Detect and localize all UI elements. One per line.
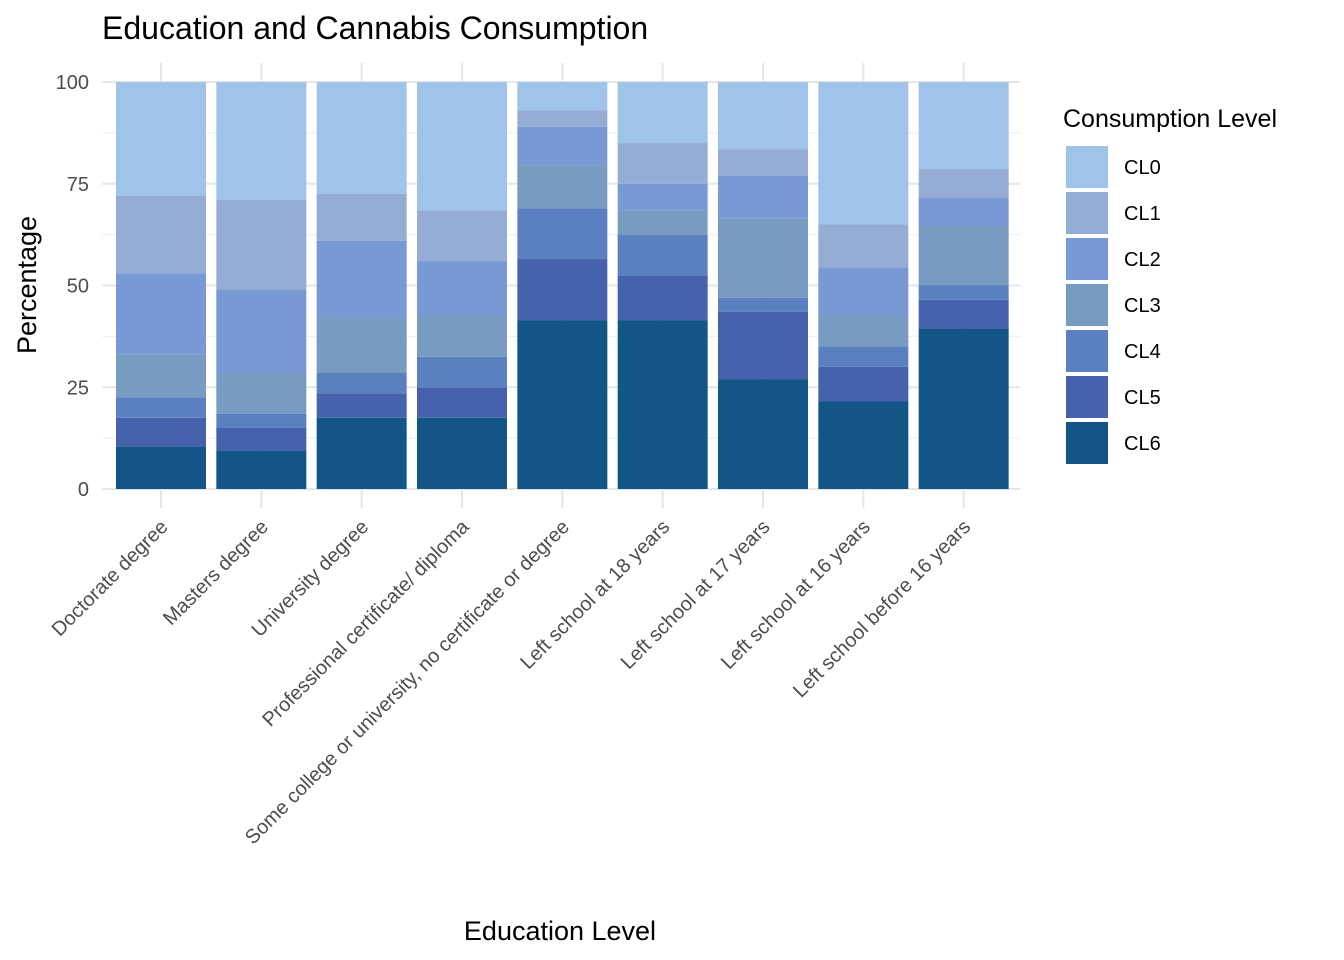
bar-segment-cl2 xyxy=(818,267,909,317)
bar-segment-cl4 xyxy=(116,397,206,418)
bar-segment-cl5 xyxy=(417,387,507,418)
bar-segment-cl3 xyxy=(818,316,909,347)
bar-segment-cl3 xyxy=(316,318,407,374)
bar-segment-cl2 xyxy=(216,289,307,374)
bar-segment-cl6 xyxy=(918,328,1009,489)
bar-segment-cl5 xyxy=(918,299,1009,329)
bar-segment-cl2 xyxy=(517,126,608,166)
bar-segment-cl5 xyxy=(818,366,909,402)
bar-segment-cl3 xyxy=(216,373,307,414)
bar-segment-cl4 xyxy=(517,208,608,260)
x-tick-label: Masters degree xyxy=(159,516,273,630)
bar-segment-cl1 xyxy=(316,193,407,241)
bar-segment-cl3 xyxy=(918,226,1009,286)
x-tick-label: Doctorate degree xyxy=(48,516,173,641)
bar-segment-cl0 xyxy=(718,82,808,150)
bar-segment-cl6 xyxy=(316,417,407,489)
y-tick-label: 50 xyxy=(67,276,89,298)
bar-segment-cl1 xyxy=(216,200,307,290)
bar-segment-cl1 xyxy=(617,143,708,184)
bar-segment-cl0 xyxy=(818,82,909,225)
x-tick-label: Left school before 16 years xyxy=(789,516,975,702)
bar-segment-cl1 xyxy=(517,110,608,127)
legend-swatch-cl5 xyxy=(1066,376,1108,418)
legend-swatch-cl4 xyxy=(1066,330,1108,372)
bar-segment-cl4 xyxy=(417,356,507,388)
bar-segment-cl3 xyxy=(718,218,808,298)
legend-label-cl5: CL5 xyxy=(1124,387,1161,409)
legend-swatch-cl6 xyxy=(1066,422,1108,464)
legend-label-cl2: CL2 xyxy=(1124,249,1161,271)
y-tick-label: 25 xyxy=(67,377,89,399)
bar-segment-cl0 xyxy=(417,82,507,211)
bar-segment-cl5 xyxy=(517,259,608,321)
bar-segment-cl6 xyxy=(617,320,708,489)
bar-segment-cl6 xyxy=(818,401,909,489)
bar-segment-cl1 xyxy=(918,169,1009,198)
bar-segment-cl3 xyxy=(517,165,608,209)
bar-segment-cl5 xyxy=(116,417,206,447)
bar-segment-cl1 xyxy=(818,224,909,268)
bar-segment-cl6 xyxy=(116,446,206,489)
bar-segment-cl3 xyxy=(116,354,206,398)
bar-segment-cl3 xyxy=(617,210,708,235)
legend-label-cl0: CL0 xyxy=(1124,157,1161,179)
bar-segment-cl6 xyxy=(517,320,608,489)
x-tick-label: Professional certificate/ diploma xyxy=(258,515,474,731)
chart-title: Education and Cannabis Consumption xyxy=(102,10,648,46)
y-axis-title: Percentage xyxy=(12,216,42,354)
bar-segment-cl1 xyxy=(116,195,206,274)
bar-segment-cl0 xyxy=(517,82,608,111)
bar-segment-cl0 xyxy=(316,82,407,194)
legend-label-cl6: CL6 xyxy=(1124,433,1161,455)
legend-swatch-cl2 xyxy=(1066,238,1108,280)
bar-segment-cl4 xyxy=(718,297,808,312)
bar-segment-cl3 xyxy=(417,316,507,357)
legend-label-cl3: CL3 xyxy=(1124,295,1161,317)
legend-label-cl4: CL4 xyxy=(1124,341,1161,363)
bar-segment-cl0 xyxy=(216,82,307,201)
bar-segment-cl5 xyxy=(617,275,708,321)
bar-segment-cl2 xyxy=(417,261,507,317)
bar-segment-cl4 xyxy=(818,346,909,367)
bar-segment-cl2 xyxy=(116,273,206,355)
bar-segment-cl4 xyxy=(316,373,407,394)
bar-segment-cl2 xyxy=(617,183,708,211)
bar-segment-cl1 xyxy=(417,210,507,262)
bar-segment-cl2 xyxy=(918,197,1009,227)
legend-label-cl1: CL1 xyxy=(1124,203,1161,225)
bar-segment-cl6 xyxy=(216,450,307,489)
bar-segment-cl5 xyxy=(216,427,307,451)
bar-segment-cl0 xyxy=(918,82,1009,170)
bar-segment-cl6 xyxy=(718,379,808,489)
legend-swatch-cl0 xyxy=(1066,146,1108,188)
bars xyxy=(116,82,1009,489)
bar-segment-cl2 xyxy=(316,240,407,319)
legend-swatch-cl3 xyxy=(1066,284,1108,326)
x-axis-title: Education Level xyxy=(464,916,656,946)
legend: Consumption Level CL0 CL1 CL2 CL3 CL4 CL5 CL6 xyxy=(1063,105,1277,464)
legend-title: Consumption Level xyxy=(1063,105,1277,133)
y-tick-label: 75 xyxy=(67,174,89,196)
bar-segment-cl0 xyxy=(617,82,708,144)
bar-segment-cl1 xyxy=(718,149,808,176)
bar-segment-cl2 xyxy=(718,175,808,219)
y-tick-label: 100 xyxy=(56,72,89,94)
bar-segment-cl5 xyxy=(718,311,808,380)
bar-segment-cl0 xyxy=(116,82,206,196)
bar-segment-cl4 xyxy=(918,285,1009,300)
legend-swatch-cl1 xyxy=(1066,192,1108,234)
bar-segment-cl4 xyxy=(617,234,708,276)
bar-segment-cl5 xyxy=(316,393,407,418)
bar-segment-cl6 xyxy=(417,417,507,489)
y-tick-label: 0 xyxy=(78,479,89,501)
bar-segment-cl4 xyxy=(216,413,307,428)
